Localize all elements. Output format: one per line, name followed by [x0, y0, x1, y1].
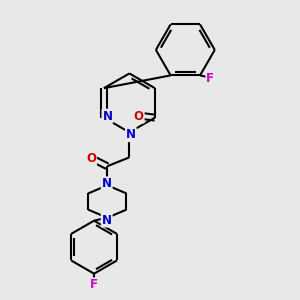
Text: N: N — [126, 128, 136, 141]
Text: O: O — [134, 110, 144, 123]
Text: N: N — [102, 214, 112, 226]
Text: F: F — [206, 72, 214, 85]
Text: N: N — [102, 110, 112, 123]
Text: F: F — [90, 278, 98, 291]
Text: O: O — [86, 152, 96, 165]
Text: N: N — [102, 177, 112, 190]
